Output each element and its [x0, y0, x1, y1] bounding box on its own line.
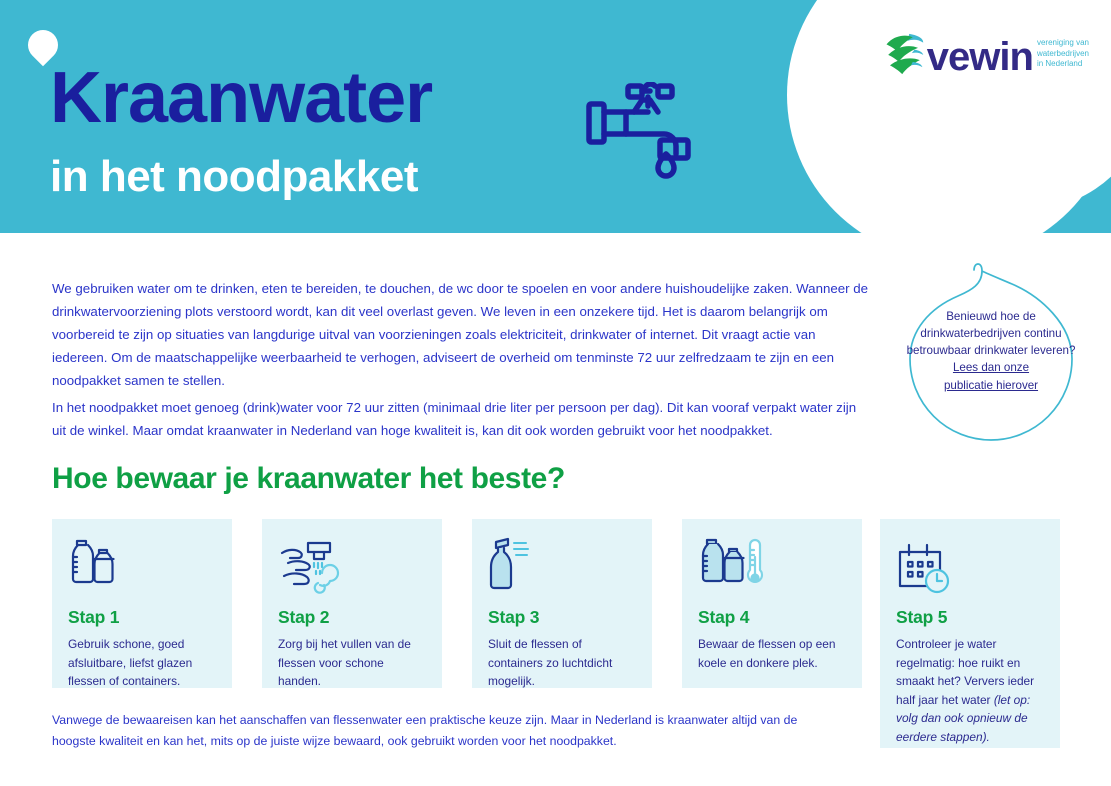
faucet-with-drop-icon — [586, 82, 691, 179]
step-1-title: Stap 1 — [68, 607, 120, 627]
step-1-body: Gebruik schone, goed afsluitbare, liefst… — [68, 637, 193, 689]
step-card-5[interactable]: Stap 5 Controleer je water regelmatig: h… — [880, 519, 1060, 748]
step-2-icon-slot — [278, 535, 426, 597]
bottle-with-closed-cap-icon — [489, 537, 529, 590]
step-card-1[interactable]: Stap 1 Gebruik schone, goed afsluitbare,… — [52, 519, 232, 688]
step-4-title: Stap 4 — [698, 607, 750, 627]
step-5-body-italic: (let op: volg dan ook opnieuw de eerdere… — [896, 692, 1031, 744]
page-subtitle: in het noodpakket — [50, 152, 418, 201]
step-5-body: Controleer je water regelmatig: hoe ruik… — [896, 635, 1044, 746]
droplet-callout-link-line1[interactable]: Lees dan onze — [952, 361, 1030, 375]
calendar-with-clock-icon — [898, 543, 950, 594]
step-5-title: Stap 5 — [896, 607, 948, 627]
step-3-icon-slot — [488, 535, 636, 597]
intro-paragraph-2: In het noodpakket moet genoeg (drink)wat… — [52, 400, 857, 438]
bottles-with-thermometer-icon — [701, 538, 764, 583]
droplet-callout-shape — [909, 263, 1073, 441]
vewin-waves-mark-icon — [886, 33, 924, 75]
step-card-4[interactable]: Stap 4 Bewaar de flessen op een koele en… — [682, 519, 862, 688]
step-card-2[interactable]: Stap 2 Zorg bij het vullen van de flesse… — [262, 519, 442, 688]
vewin-logo[interactable]: vewin vereniging van waterbedrijven in N… — [883, 32, 1089, 80]
droplet-callout-text: Benieuwd hoe de drinkwaterbedrijven cont… — [900, 308, 1082, 394]
footer-note: Vanwege de bewaareisen kan het aanschaff… — [52, 713, 798, 749]
droplet-callout-question: Benieuwd hoe de drinkwaterbedrijven cont… — [906, 310, 1076, 358]
vewin-wordmark: vewin — [926, 35, 1034, 80]
two-bottles-icon — [71, 539, 115, 584]
step-5-body-plain: Controleer je water regelmatig: hoe ruik… — [896, 637, 1035, 707]
step-3-title: Stap 3 — [488, 607, 540, 627]
vewin-tagline: vereniging van waterbedrijven in Nederla… — [1036, 38, 1089, 68]
droplet-callout-link-line2[interactable]: publicatie hierover — [943, 378, 1039, 392]
step-card-3[interactable]: Stap 3 Sluit de flessen of containers zo… — [472, 519, 652, 688]
page-title: Kraanwater — [50, 58, 433, 138]
step-5-icon-slot — [896, 535, 1044, 597]
section-heading: Hoe bewaar je kraanwater het beste? — [52, 462, 565, 495]
step-2-title: Stap 2 — [278, 607, 330, 627]
step-4-body: Bewaar de flessen op een koele en donker… — [698, 637, 836, 670]
intro-paragraph-1: We gebruiken water om te drinken, eten t… — [52, 281, 869, 388]
washing-hands-under-tap-icon — [280, 541, 340, 594]
header-banner: Kraanwater in het noodpakket vewin veren… — [0, 0, 1111, 233]
step-4-icon-slot — [698, 535, 846, 597]
step-1-icon-slot — [68, 535, 216, 597]
step-2-body: Zorg bij het vullen van de flessen voor … — [278, 637, 411, 689]
step-3-body: Sluit de flessen of containers zo luchtd… — [488, 637, 613, 689]
